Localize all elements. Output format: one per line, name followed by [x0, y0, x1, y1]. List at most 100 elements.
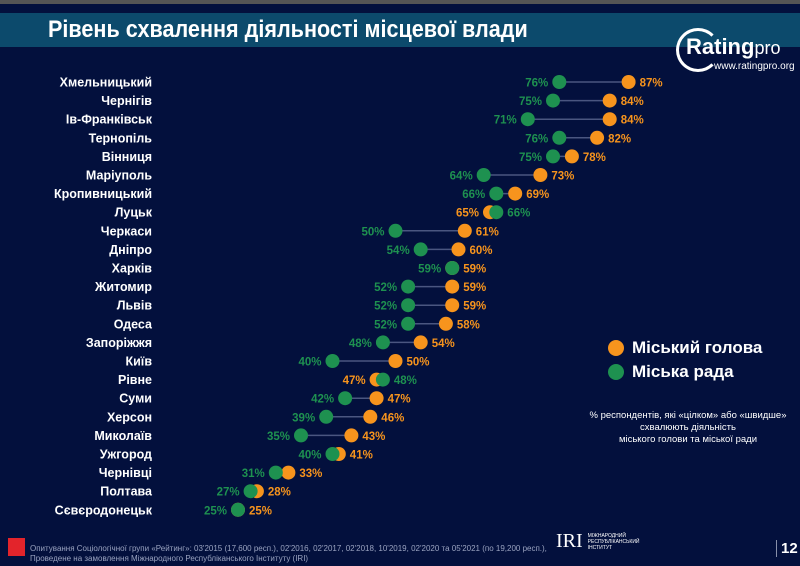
category-label: Львів: [117, 299, 153, 313]
mayor-value-label: 47%: [343, 375, 366, 387]
council-value-label: 48%: [349, 338, 372, 350]
mayor-value-label: 41%: [350, 450, 373, 462]
mayor-dot: [602, 93, 617, 108]
category-label: Сєвєродонецьк: [55, 503, 153, 517]
mayor-dot: [602, 112, 617, 127]
mayor-value-label: 65%: [456, 208, 479, 220]
logo-name: Rating: [686, 34, 755, 59]
mayor-value-label: 84%: [621, 115, 644, 127]
iri-logo: IRI МІЖНАРОДНИЙ РЕСПУБЛІКАНСЬКИЙ ІНСТИТУ…: [556, 530, 640, 552]
council-value-label: 40%: [298, 357, 321, 369]
council-dot: [401, 298, 416, 313]
council-value-label: 27%: [217, 487, 240, 499]
category-label: Запоріжжя: [86, 336, 152, 350]
mayor-dot: [369, 391, 384, 406]
category-label: Луцьк: [115, 206, 153, 220]
category-label: Житомир: [94, 280, 152, 294]
logo-suffix: pro: [754, 38, 781, 58]
mayor-value-label: 69%: [526, 189, 549, 201]
council-value-label: 59%: [418, 264, 441, 276]
mayor-dot: [438, 316, 453, 331]
mayor-value-label: 50%: [407, 357, 430, 369]
reiting-logo: [8, 538, 25, 556]
council-dot: [388, 223, 403, 238]
category-label: Дніпро: [109, 243, 152, 257]
council-value-label: 35%: [267, 431, 290, 443]
category-label: Черкаси: [101, 224, 152, 238]
council-value-label: 52%: [374, 319, 397, 331]
council-dot: [338, 391, 353, 406]
chart-note: % респондентів, які «цілком» або «швидше…: [589, 410, 787, 445]
mayor-value-label: 58%: [457, 319, 480, 331]
category-label: Тернопіль: [89, 131, 153, 145]
mayor-dot: [590, 130, 605, 145]
mayor-dot: [445, 298, 460, 313]
council-value-label: 50%: [361, 226, 384, 238]
page-title: Рівень схвалення діяльності місцевої вла…: [48, 16, 528, 43]
council-value-label: 76%: [525, 78, 548, 90]
council-dot: [243, 484, 258, 499]
category-label: Рівне: [118, 373, 152, 387]
council-value-label: 71%: [494, 115, 517, 127]
mayor-dot: [281, 465, 296, 480]
mayor-dot: [363, 409, 378, 424]
council-dot: [375, 372, 390, 387]
category-label: Вінниця: [102, 150, 152, 164]
category-label: Одеса: [114, 317, 153, 331]
council-dot: [552, 130, 567, 145]
mayor-dot: [621, 75, 636, 89]
mayor-value-label: 78%: [583, 152, 606, 164]
mayor-value-label: 47%: [388, 394, 411, 406]
mayor-dot: [457, 223, 472, 238]
legend: Міський голова Міська рада: [608, 336, 762, 384]
mayor-dot: [533, 168, 548, 182]
mayor-value-label: 60%: [470, 245, 493, 257]
category-label: Суми: [119, 392, 152, 406]
council-dot: [476, 168, 491, 182]
council-value-label: 64%: [450, 171, 473, 183]
council-dot: [325, 354, 340, 368]
council-dot: [401, 279, 416, 294]
logo-url: www.ratingpro.org: [714, 61, 795, 72]
council-dot: [325, 447, 340, 461]
page-number: 12: [776, 540, 798, 557]
council-dot: [375, 335, 390, 350]
mayor-value-label: 59%: [463, 282, 486, 294]
category-label: Ужгород: [100, 448, 152, 462]
logo-ring-icon: [676, 28, 720, 72]
mayor-dot: [564, 149, 579, 164]
council-value-label: 48%: [394, 375, 417, 387]
category-label: Кропивницький: [54, 187, 152, 201]
council-value-label: 66%: [462, 189, 485, 201]
mayor-value-label: 46%: [381, 412, 404, 424]
ratingpro-logo: Ratingpro www.ratingpro.org: [676, 28, 795, 78]
mayor-dot: [445, 279, 460, 294]
council-value-label: 42%: [311, 394, 334, 406]
council-dot: [520, 112, 535, 127]
mayor-value-label: 61%: [476, 226, 499, 238]
council-dot: [546, 93, 560, 108]
council-value-label: 52%: [374, 282, 397, 294]
council-dot: [268, 465, 283, 480]
council-dot: [401, 316, 416, 331]
council-dot: [445, 261, 460, 275]
mayor-value-label: 59%: [463, 264, 486, 276]
council-value-label: 31%: [242, 468, 265, 480]
mayor-dot: [451, 242, 466, 257]
council-value-label: 52%: [374, 301, 397, 313]
category-label: Полтава: [100, 485, 153, 499]
mayor-value-label: 73%: [551, 171, 574, 183]
category-label: Чернігів: [101, 94, 152, 108]
council-dot: [294, 428, 308, 443]
category-label: Маріуполь: [86, 169, 152, 183]
category-label: Хмельницький: [60, 76, 152, 90]
mayor-value-label: 84%: [621, 96, 644, 108]
category-label: Київ: [125, 355, 152, 369]
council-dot: [319, 409, 334, 424]
council-dot: [552, 75, 567, 89]
mayor-dot: [344, 428, 359, 443]
green-dot-icon: [608, 364, 624, 380]
legend-item-mayor: Міський голова: [608, 336, 762, 360]
mayor-value-label: 43%: [362, 431, 385, 443]
top-strip: [0, 0, 800, 4]
